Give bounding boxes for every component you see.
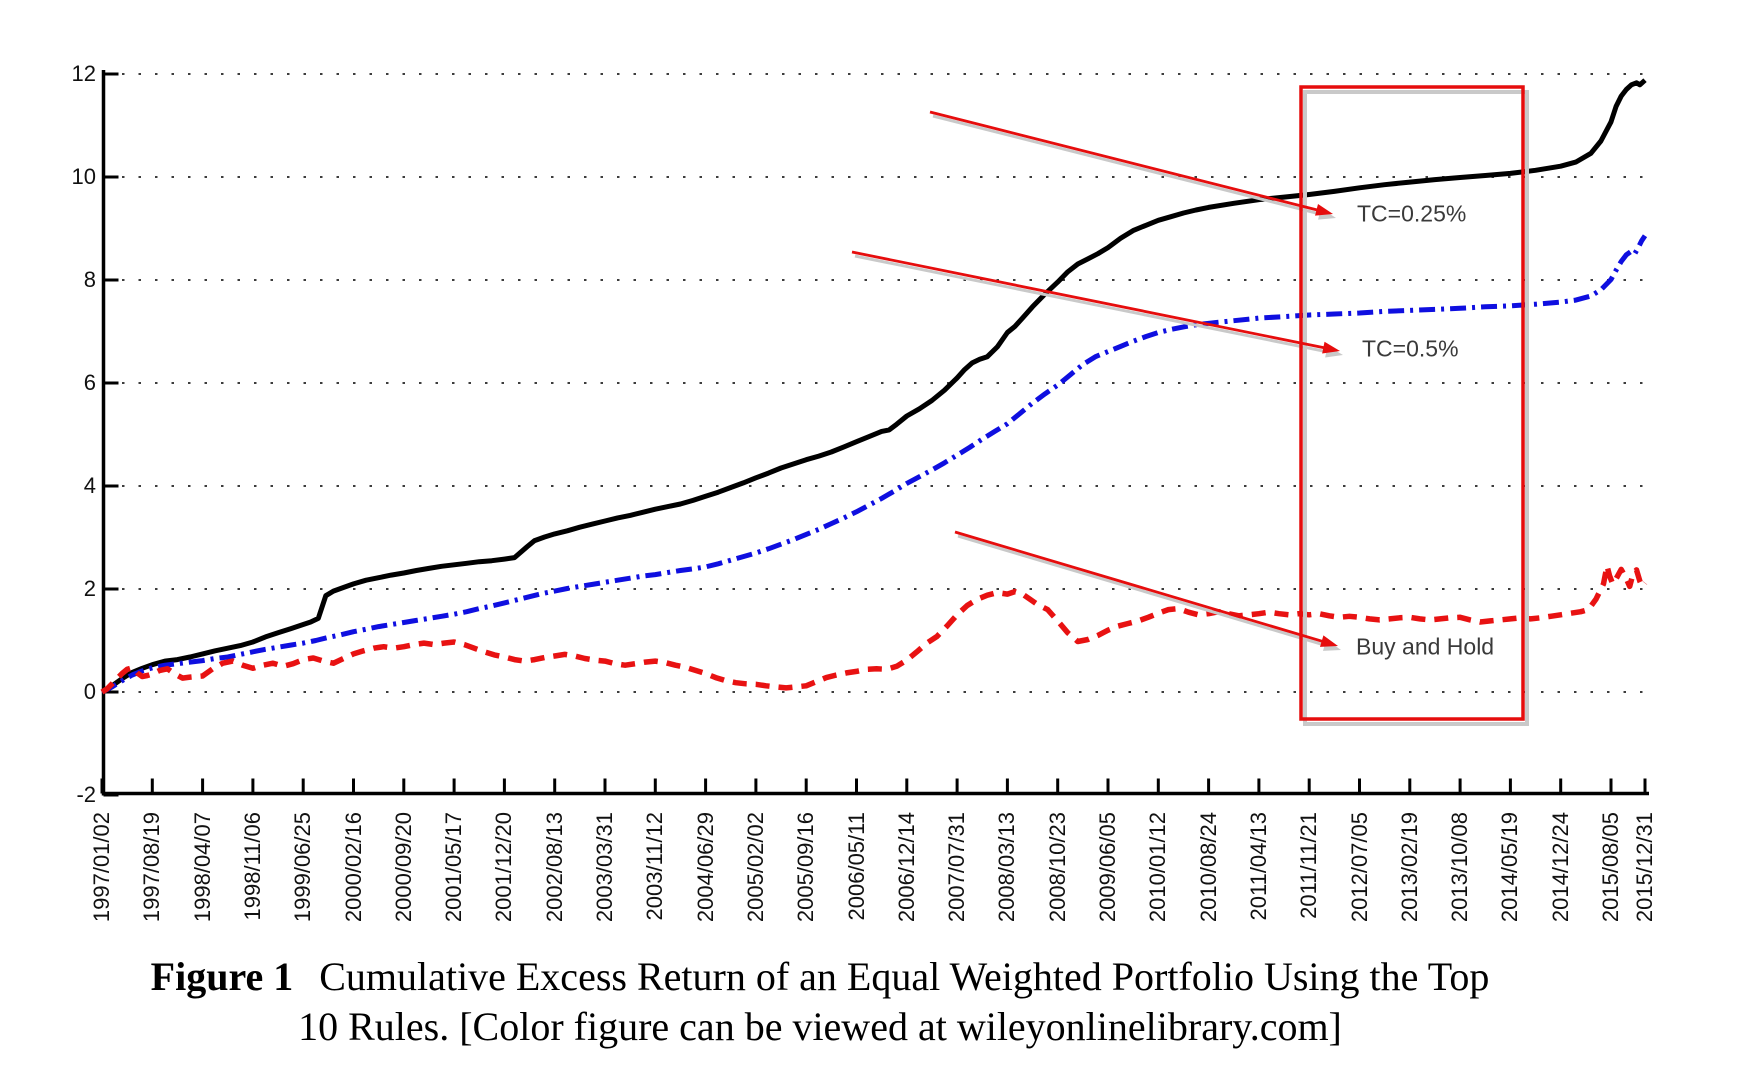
caption-text-line1: Cumulative Excess Return of an Equal Wei… xyxy=(319,954,1490,999)
x-tick-label: 2009/06/05 xyxy=(1095,812,1120,923)
x-tick-label: 1999/06/25 xyxy=(290,812,316,923)
y-tick-label: 0 xyxy=(83,679,96,704)
x-tick-label: 2012/07/05 xyxy=(1346,812,1372,923)
x-tick-label: 2008/03/13 xyxy=(994,812,1020,923)
figure-number: Figure 1 xyxy=(150,954,294,999)
x-tick-label: 2003/11/12 xyxy=(642,812,668,921)
arrowhead-icon xyxy=(1322,341,1340,354)
y-tick-label: 12 xyxy=(71,61,96,86)
x-tick-label: 2008/10/23 xyxy=(1044,812,1070,923)
arrow-shadow xyxy=(957,534,1334,650)
x-tick-label: 2011/11/21 xyxy=(1296,812,1322,919)
series-buy-and-hold xyxy=(100,563,1648,695)
annotation-label-tc025: TC=0.25% xyxy=(1357,200,1467,227)
x-tick-label: 2010/01/12 xyxy=(1145,812,1171,923)
y-tick-label: 10 xyxy=(71,164,96,189)
x-tick-label: 2006/05/11 xyxy=(843,812,869,921)
series-tc-0-5- xyxy=(100,234,1648,695)
x-tick-label: 2003/03/31 xyxy=(592,812,617,923)
x-tick-label: 2010/08/24 xyxy=(1195,812,1221,923)
x-tick-label: 2007/07/31 xyxy=(944,812,970,923)
x-tick-label: 2005/02/02 xyxy=(742,812,768,923)
x-tick-label: 1998/04/07 xyxy=(189,812,215,923)
arrow-shadow xyxy=(932,114,1329,218)
annotation-arrow xyxy=(929,110,1326,214)
x-tick-label: 2013/02/19 xyxy=(1396,812,1422,923)
x-tick-label: 1998/11/06 xyxy=(239,812,265,921)
y-tick-label: -2 xyxy=(76,782,96,807)
caption-line-1: Figure 1 Cumulative Excess Return of an E… xyxy=(10,952,1630,1002)
x-tick-label: 2015/12/31 xyxy=(1632,812,1657,923)
x-tick-label: 2002/08/13 xyxy=(541,812,567,923)
y-tick-label: 6 xyxy=(83,370,96,395)
x-tick-label: 2014/05/19 xyxy=(1497,812,1523,923)
annotation-label-buy-and-hold: Buy and Hold xyxy=(1356,633,1495,660)
x-tick-label: 2001/05/17 xyxy=(441,812,467,923)
x-tick-label: 2013/10/08 xyxy=(1447,812,1473,923)
annotation-arrow xyxy=(851,250,1333,351)
x-tick-label: 2006/12/14 xyxy=(893,812,919,923)
y-tick-label: 2 xyxy=(83,576,96,601)
y-tick-label: 4 xyxy=(83,473,96,498)
caption-text-line2: 10 Rules. [Color figure can be viewed at… xyxy=(298,1004,1342,1049)
series-tc-0-25- xyxy=(100,78,1647,695)
x-tick-label: 2014/12/24 xyxy=(1547,812,1573,923)
x-tick-label: 2000/02/16 xyxy=(340,812,366,923)
x-tick-label: 2015/08/05 xyxy=(1598,812,1623,923)
x-tick-label: 2011/04/13 xyxy=(1245,812,1271,921)
x-tick-label: 1997/01/02 xyxy=(89,812,114,923)
highlight-box-shadow xyxy=(1303,90,1529,726)
figure-caption: Figure 1 Cumulative Excess Return of an E… xyxy=(10,952,1630,1052)
x-tick-label: 1997/08/19 xyxy=(139,812,165,923)
x-tick-label: 2000/09/20 xyxy=(390,812,416,923)
annotation-label-tc05: TC=0.5% xyxy=(1362,335,1459,362)
x-tick-label: 2001/12/20 xyxy=(491,812,517,923)
arrow-shadow xyxy=(854,254,1336,355)
x-tick-label: 2005/09/16 xyxy=(793,812,819,923)
arrowhead-icon xyxy=(1319,635,1338,647)
arrowhead-icon xyxy=(1315,204,1333,216)
x-tick-label: 2004/06/29 xyxy=(692,812,718,923)
y-tick-label: 8 xyxy=(83,267,96,292)
highlight-box xyxy=(1299,85,1525,721)
annotation-arrow xyxy=(954,530,1331,646)
